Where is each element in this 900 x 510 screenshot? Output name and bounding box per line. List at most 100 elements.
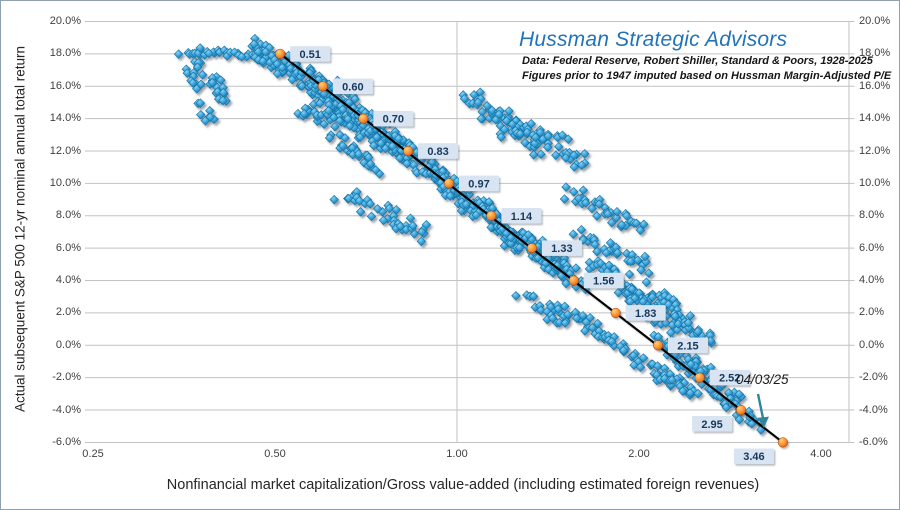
trend-label-box [290,46,331,62]
y-axis-title: Actual subsequent S&P 500 12-yr nominal … [12,46,28,412]
trend-point-dot [486,210,497,221]
trend-label-box [625,305,666,321]
scatter-point [568,229,578,239]
trend-point-label: 0.83 [418,143,459,159]
annotation-date-label: 04/03/25 [736,372,789,387]
trend-point-label: 2.52 [709,369,750,386]
trend-label-text: 2.52 [719,373,740,385]
trend-label-text: 0.97 [468,178,489,190]
trend-label-text: 1.33 [551,243,572,255]
x-tick-label: 2.00 [628,448,650,460]
scatter-point [405,213,416,223]
scatter-point [554,142,564,152]
trend-label-text: 1.14 [511,211,533,223]
y-tick-label-left: 10.0% [49,176,81,189]
scatter-point [624,269,635,279]
scatter-point [416,236,426,246]
trend-point-label: 2.95 [692,416,733,432]
y-tick-label-left: 2.0% [55,306,81,319]
scatter-point [592,211,602,221]
trend-point-dot [275,48,286,59]
scatter-point [576,225,587,235]
x-tick-label: 1.00 [446,448,468,460]
trend-point-label: 0.97 [459,175,500,192]
scatter-point [561,182,571,192]
trend-point-dot [694,372,705,383]
scatter-point [174,49,184,59]
y-tick-label-right: 4.0% [859,274,885,287]
y-tick-label-left: 12.0% [49,144,81,157]
trend-point-dot [610,307,621,318]
y-tick-label-right: 20.0% [859,15,891,27]
x-tick-label: 0.50 [264,448,286,460]
y-tick-label-right: 10.0% [859,176,891,189]
scatter-point [612,207,622,217]
y-tick-label-right: -2.0% [859,371,888,384]
trend-point-label: 0.60 [332,78,373,95]
trend-label-box [583,272,624,289]
trend-point-label: 0.70 [373,110,414,127]
y-tick-label-right: 14.0% [859,112,891,125]
trend-point-label: 1.56 [583,272,624,289]
y-tick-label-right: 8.0% [859,209,885,222]
trend-label-text: 1.56 [593,276,614,288]
trend-label-box [459,175,500,192]
trend-line-group [275,48,788,448]
trend-label-box [709,369,750,386]
trend-label-box [733,448,774,464]
y-tick-label-right: -4.0% [859,403,888,416]
y-tick-label-left: 0.0% [55,338,81,351]
y-tick-label-right: 12.0% [859,144,891,157]
trend-label-text: 0.70 [383,114,404,126]
chart-subtitle-line-2: Figures prior to 1947 imputed based on H… [522,69,892,82]
trend-point-dot [568,275,579,286]
trend-point-label: 2.15 [667,337,708,354]
trend-point-dot [736,405,747,416]
trend-label-box [667,337,708,354]
scatter-points [174,33,766,435]
y-tick-label-right: -6.0% [859,435,888,448]
trend-point-dot [403,145,414,157]
y-tick-label-left: 14.0% [49,112,81,125]
trend-label-text: 1.83 [635,308,656,320]
x-tick-label: 0.25 [82,448,104,460]
trend-point-dot [777,437,788,448]
y-tick-label-right: 18.0% [859,47,891,60]
y-tick-label-left: -6.0% [52,435,81,448]
trend-label-box [418,143,459,159]
trend-point-dot [358,113,369,124]
trend-label-text: 2.15 [677,340,698,352]
y-tick-label-left: 16.0% [49,79,81,92]
chart-title: Hussman Strategic Advisors [519,28,788,51]
trend-label-box [501,208,542,224]
y-tick-label-left: -4.0% [52,403,81,416]
trend-label-box [692,416,733,432]
trend-point-label: 1.83 [625,305,666,321]
scatter-point [329,195,339,205]
trend-point-dot [317,81,328,92]
y-tick-label-right: 0.0% [859,338,885,351]
scatter-point [198,70,208,80]
y-tick-label-left: 8.0% [55,209,81,222]
scatter-point [641,277,652,287]
scatter-point [644,268,654,278]
chart-subtitle: Data: Federal Reserve, Robert Shiller, S… [522,54,891,83]
trend-label-box [332,78,373,95]
scatter-point [578,185,588,195]
annotation-arrow [756,393,769,428]
scatter-point [529,150,539,160]
chart-subtitle-line-1: Data: Federal Reserve, Robert Shiller, S… [522,55,873,67]
trend-point-label: 3.46 [733,448,774,464]
trend-point-label: 0.51 [290,46,331,62]
trend-label-text: 3.46 [743,451,764,463]
y-tick-label-left: 6.0% [55,241,81,254]
trend-point-dot [526,243,537,254]
trend-label-box [373,110,414,127]
scatter-point [559,194,570,204]
trend-label-text: 0.83 [427,146,448,158]
trend-label-text: 2.95 [701,419,722,431]
trend-point-dot [652,340,664,351]
trend-label-box [541,240,582,256]
